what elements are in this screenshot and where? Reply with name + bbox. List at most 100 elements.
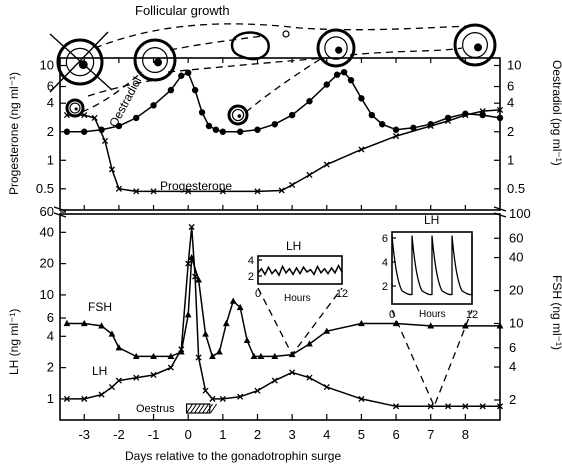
lh-point (81, 395, 88, 402)
fsh-point (271, 352, 279, 360)
lh-point (63, 395, 70, 402)
bottom-left-ytick-label: 60 (40, 204, 54, 219)
bottom-right-ytick-label: 40 (509, 250, 523, 265)
progesterone-point (278, 187, 285, 194)
bottom-left-axis-label: LH (ng ml⁻¹) (7, 309, 21, 375)
fsh-point (209, 352, 216, 360)
follicle-1 (56, 38, 104, 86)
progesterone-point (150, 188, 157, 195)
small-follicle-1-antrum (69, 102, 81, 114)
inset1-ytick-label: 4 (248, 255, 254, 267)
x-tick-label: 0 (185, 427, 192, 442)
right-axis-break (493, 206, 507, 218)
lh-point (444, 403, 452, 410)
oestradiol-point (81, 128, 88, 135)
top-left-ytick-label: 2 (47, 124, 54, 139)
fsh-point (306, 340, 313, 347)
oestradiol-point (347, 76, 355, 84)
progesterone-point (108, 166, 116, 173)
top-right-ytick-label: 4 (507, 95, 514, 110)
oestradiol-point (368, 111, 376, 119)
lh-point (108, 384, 116, 391)
bottom-right-ytick-label: 100 (509, 206, 531, 221)
progesterone-point (289, 181, 296, 188)
inset2-xlabel: Hours (419, 309, 446, 320)
lh-point (393, 403, 400, 410)
top-left-ytick-label: 6 (47, 79, 54, 94)
fsh-point (257, 352, 265, 360)
growth-line-1 (94, 23, 471, 49)
x-tick-label: 8 (462, 427, 469, 442)
follicle-5-oocyte (474, 43, 482, 52)
top-left-ytick-label: 1 (47, 152, 54, 167)
oestradiol-point (271, 121, 279, 128)
lh-point (462, 403, 469, 410)
lh-point (271, 377, 278, 384)
lh-point (289, 369, 296, 376)
lh-point (202, 387, 209, 394)
oestradiol-point (219, 128, 227, 135)
fsh-point (132, 352, 140, 360)
oestradiol-point (410, 124, 417, 132)
oestradiol-point (167, 86, 175, 94)
progesterone-point (427, 122, 434, 130)
top-right-ytick-label: 0.5 (507, 181, 525, 196)
progesterone-point (323, 161, 330, 168)
bottom-left-ytick-label: 6 (47, 310, 54, 325)
ruptured-follicle (230, 31, 270, 61)
progesterone-line (66, 109, 501, 193)
top-left-ytick-label: 0.5 (36, 181, 54, 196)
fsh-point (222, 319, 230, 327)
oestradiol-point (63, 128, 71, 135)
lh-point (133, 374, 140, 381)
small-follicle-1-oocyte (74, 107, 78, 111)
fsh-series-label: FSH (88, 300, 112, 314)
lh-point (195, 354, 202, 361)
growth-line-3 (167, 57, 326, 73)
bottom-left-ytick-label: 10 (40, 287, 54, 302)
lh-point (254, 387, 261, 394)
oestrus-hatching (186, 403, 217, 414)
oestradiol-point (191, 86, 199, 94)
bottom-right-axis-label: FSH (ng ml⁻¹) (550, 275, 562, 350)
progesterone-point (496, 106, 504, 113)
inset1-xtick-label: 0 (255, 288, 261, 300)
lh-point (167, 364, 174, 371)
bottom-right-ytick-label: 20 (509, 283, 523, 298)
inset2-title: LH (424, 213, 439, 227)
top-right-axis-label: Oestradiol (pg ml⁻¹) (550, 60, 562, 166)
lh-point (178, 346, 185, 353)
lh-point (479, 403, 486, 410)
inset2-ytick-label: 2 (382, 281, 388, 293)
fsh-point (461, 322, 469, 329)
progesterone-point (133, 188, 140, 195)
growth-line-2 (169, 35, 263, 51)
fsh-point (167, 352, 175, 360)
top-panel-title: Follicular growth (135, 3, 230, 18)
bottom-left-ytick-label: 4 (47, 328, 54, 343)
oestradiol-point (150, 102, 157, 109)
x-tick-label: -2 (113, 427, 125, 442)
fsh-point (215, 348, 223, 355)
follicle-1-antrum (65, 47, 95, 77)
bottom-panel-frame (59, 213, 501, 421)
follicle-2 (133, 38, 177, 82)
left-axis-break (53, 206, 67, 218)
progesterone-point (444, 117, 452, 125)
bottom-right-ytick-label: 2 (509, 392, 516, 407)
lh-point (98, 391, 105, 398)
x-tick-label: 1 (219, 427, 226, 442)
lh-point (185, 260, 192, 267)
small-follicle-1 (65, 98, 85, 118)
x-tick-label: 3 (289, 427, 296, 442)
fsh-point (250, 352, 258, 360)
lh-point (115, 377, 122, 384)
lh-point (496, 403, 504, 410)
bottom-right-ytick-label: 4 (509, 359, 516, 374)
inset2-lh-pulse-line (391, 235, 473, 296)
fsh-point (202, 330, 209, 337)
inset2-ytick-label: 4 (382, 257, 388, 269)
bottom-left-ytick-label: 40 (40, 224, 54, 239)
progesterone-point (91, 114, 98, 121)
lh-point (237, 393, 244, 400)
